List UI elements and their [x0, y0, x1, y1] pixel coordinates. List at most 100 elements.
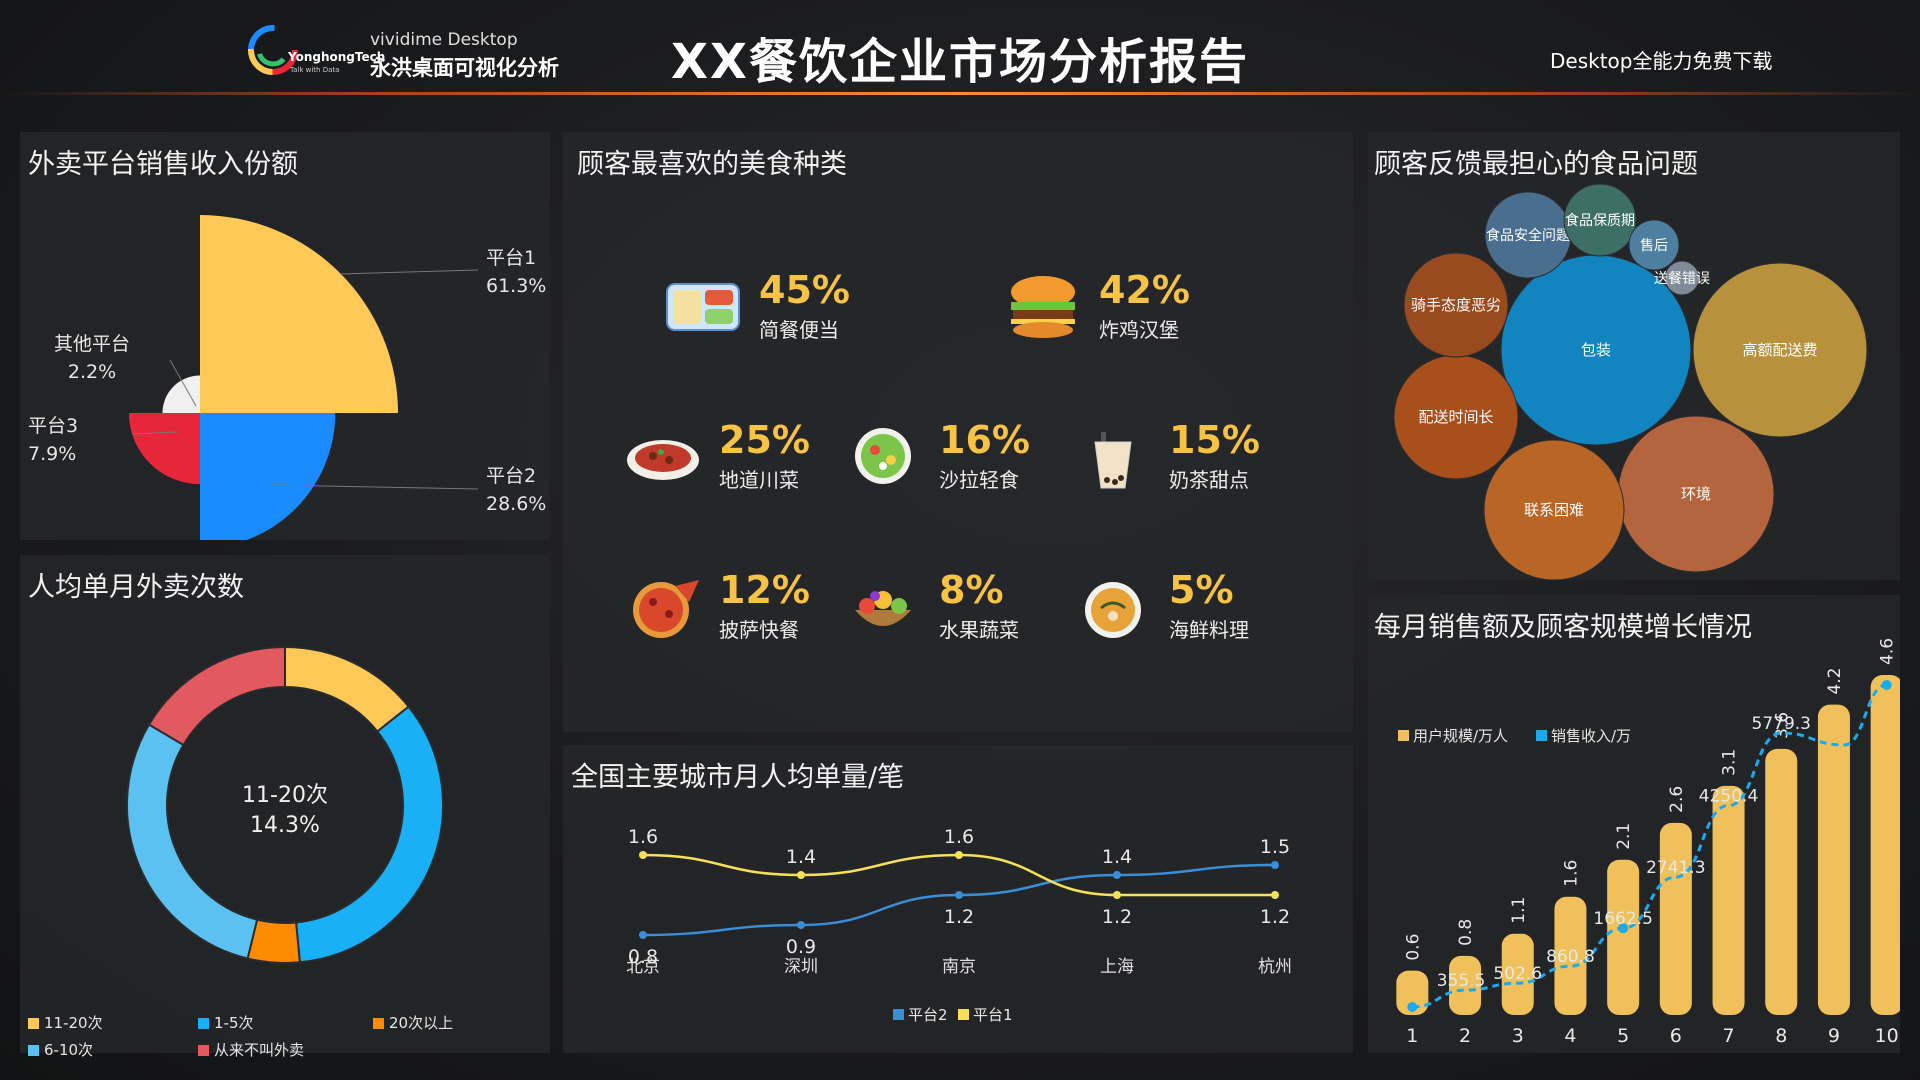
seafood-soup-icon — [1085, 582, 1141, 638]
pie-label: 平台3 — [28, 415, 78, 437]
burger-icon — [1011, 276, 1075, 338]
food-name: 奶茶甜点 — [1169, 468, 1249, 492]
x-tick-label: 上海 — [1100, 957, 1134, 977]
legend-item[interactable]: 6-10次 — [28, 1039, 93, 1060]
food-percent: 42% — [1099, 268, 1190, 312]
bubble-label: 食品保质期 — [1565, 212, 1635, 229]
food-percent: 45% — [759, 268, 850, 312]
legend-swatch — [1536, 730, 1547, 741]
legend-swatch — [1398, 730, 1409, 741]
bar — [1712, 785, 1745, 1015]
panel-title: 顾客最喜欢的美食种类 — [577, 149, 847, 180]
pie-value: 61.3% — [486, 275, 546, 297]
legend-item[interactable]: 从来不叫外卖 — [198, 1039, 304, 1060]
data-point — [955, 851, 963, 859]
data-label: 0.9 — [786, 936, 816, 958]
bubble-label: 环境 — [1681, 485, 1711, 503]
logo-brand: YonghongTech — [288, 50, 386, 64]
bar — [1817, 704, 1850, 1015]
legend-item: 平台1 — [958, 1006, 1013, 1024]
bar — [1554, 896, 1587, 1015]
pie-label: 平台1 — [486, 247, 536, 269]
header: YonghongTech Talk with Data vividime Des… — [0, 0, 1920, 100]
platform-share-chart: 平台1 61.3% 平台2 28.6% 平台3 7.9% 其他平台 2.2% — [28, 215, 546, 540]
yonghong-logo — [248, 25, 298, 75]
pie-label: 其他平台 — [54, 333, 130, 355]
x-tick-label: 7 — [1723, 1025, 1735, 1047]
legend-label: 6-10次 — [44, 1041, 94, 1059]
legend-swatch — [958, 1009, 969, 1020]
data-point — [1271, 891, 1279, 899]
growth-chart: 0.610.821.131.642.152.663.173.684.294.61… — [1396, 638, 1900, 1047]
food-name: 简餐便当 — [759, 318, 839, 342]
pie-slice-1 — [200, 215, 398, 413]
sales-value-label: 1662.5 — [1593, 909, 1652, 929]
legend-item[interactable]: 20次以上 — [373, 1012, 453, 1033]
bubble-label: 联系困难 — [1524, 501, 1584, 519]
download-link[interactable]: Desktop全能力免费下载 — [1550, 49, 1773, 73]
data-point — [955, 891, 963, 899]
bubble-label: 包装 — [1581, 341, 1611, 359]
header-divider — [0, 92, 1920, 95]
bar-value-label: 4.6 — [1878, 638, 1898, 665]
bar-value-label: 1.6 — [1561, 860, 1581, 887]
legend-item[interactable]: 1-5次 — [198, 1012, 254, 1033]
legend-item: 用户规模/万人 — [1398, 727, 1508, 745]
food-item: 42% 炸鸡汉堡 — [1003, 268, 1263, 372]
x-tick-label: 深圳 — [784, 957, 818, 977]
donut-center-label: 11-20次 — [242, 783, 328, 808]
data-point — [639, 931, 647, 939]
x-tick-label: 3 — [1512, 1025, 1524, 1047]
food-name: 沙拉轻食 — [939, 468, 1019, 492]
x-tick-label: 8 — [1775, 1025, 1787, 1047]
legend-item[interactable]: 11-20次 — [28, 1012, 103, 1033]
sales-value-label: 2741.3 — [1646, 858, 1705, 878]
panel-growth: 每月销售额及顾客规模增长情况 0.6 1 0.8 2 1.1 3 1.6 4 2.1 5 2.6 6 3… — [1368, 595, 1900, 1053]
x-tick-label: 10 — [1875, 1025, 1899, 1047]
leader-line — [169, 359, 197, 407]
x-tick-label: 4 — [1564, 1025, 1576, 1047]
pie-value: 7.9% — [28, 443, 76, 465]
bar — [1659, 822, 1692, 1015]
bubble-label: 高额配送费 — [1742, 341, 1817, 359]
sales-value-label: 5779.3 — [1752, 714, 1811, 734]
food-percent: 15% — [1169, 418, 1260, 462]
pie-label: 平台2 — [486, 465, 536, 487]
sales-value-label: 355.5 — [1437, 971, 1486, 991]
panel-monthly-orders: 人均单月外卖次数 11-20次 14.3% 11-20次 1-5次 20次以上 6-10… — [20, 555, 550, 1059]
legend-label: 20次以上 — [389, 1014, 454, 1032]
pie-slice-4 — [162, 375, 200, 413]
bubble — [1563, 183, 1637, 257]
leader-line — [339, 269, 479, 275]
logo-tagline: Talk with Data — [290, 66, 340, 74]
donut-slice — [126, 723, 259, 960]
bar — [1501, 933, 1534, 1015]
data-point — [1271, 861, 1279, 869]
bar-value-label: 0.6 — [1403, 934, 1423, 961]
sichuan-dish-icon — [627, 440, 699, 480]
bubble-label: 配送时间长 — [1418, 408, 1493, 426]
bubble — [1664, 260, 1700, 296]
data-label: 1.6 — [944, 826, 974, 848]
food-percent: 16% — [939, 418, 1030, 462]
x-tick-label: 2 — [1459, 1025, 1471, 1047]
food-item: 8% 水果蔬菜 — [843, 568, 1103, 672]
bento-box-icon — [666, 283, 740, 331]
food-percent: 12% — [719, 568, 810, 612]
legend-label: 平台1 — [973, 1006, 1013, 1024]
x-tick-label: 杭州 — [1258, 957, 1292, 977]
bar — [1870, 675, 1900, 1015]
bar — [1765, 748, 1798, 1015]
legend-swatch — [198, 1045, 209, 1056]
legend-swatch — [28, 1018, 39, 1029]
food-item: 16% 沙拉轻食 — [843, 418, 1103, 522]
bubble-label: 食品安全问题 — [1486, 227, 1570, 244]
legend-label: 销售收入/万 — [1551, 727, 1631, 745]
sales-value-label: 860.8 — [1546, 947, 1595, 967]
data-label: 1.6 — [628, 826, 658, 848]
x-tick-label: 南京 — [942, 957, 976, 977]
bar — [1449, 955, 1482, 1015]
panel-title: 全国主要城市月人均单量/笔 — [571, 762, 905, 793]
legend-item: 销售收入/万 — [1536, 727, 1631, 745]
legend-label: 11-20次 — [44, 1014, 103, 1032]
